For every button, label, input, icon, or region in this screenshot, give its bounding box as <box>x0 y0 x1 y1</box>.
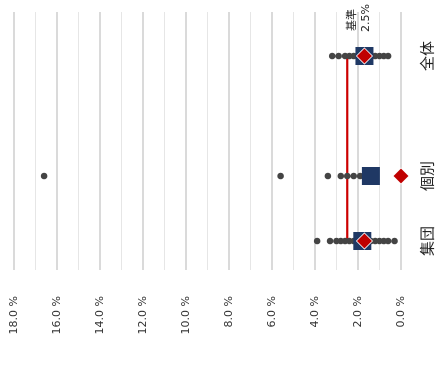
data-point <box>326 237 334 245</box>
tick-label: 4.0 % <box>308 296 321 327</box>
data-point <box>350 172 358 180</box>
data-point <box>337 172 345 180</box>
data-point <box>384 237 392 245</box>
tick-label: 16.0 % <box>50 296 63 334</box>
category-label: 全体 <box>419 41 437 71</box>
diamond-marker <box>355 47 374 65</box>
data-point <box>277 172 284 180</box>
category-label: 個別 <box>419 161 437 191</box>
data-point <box>335 52 342 60</box>
data-point <box>343 172 351 180</box>
data-point <box>324 172 332 180</box>
label-layer: 0.0 % 2.0 % 4.0 % 6.0 % 8.0 % 10.0 % 12.0 % 14.… <box>7 4 437 334</box>
grid-layer <box>13 12 402 270</box>
reference-value-label: 2.5% <box>359 4 372 32</box>
data-point <box>356 172 364 180</box>
diamond-marker <box>392 167 410 185</box>
data-point <box>391 237 398 245</box>
tick-label: 6.0 % <box>265 296 278 327</box>
data-point <box>40 172 48 180</box>
data-point <box>384 52 392 60</box>
tick-label: 0.0 % <box>394 296 407 327</box>
tick-label: 14.0 % <box>93 296 106 334</box>
tick-label: 18.0 % <box>7 296 20 334</box>
data-point <box>328 52 336 60</box>
marks-layer <box>40 47 410 250</box>
tick-label: 8.0 % <box>222 296 235 327</box>
tick-label: 10.0 % <box>179 296 192 334</box>
square-marker <box>361 167 380 185</box>
tick-label: 2.0 % <box>351 296 364 327</box>
reference-label: 基準 <box>344 9 358 31</box>
category-label: 集団 <box>419 226 437 256</box>
tick-label: 12.0 % <box>136 296 149 334</box>
diamond-marker <box>355 232 374 250</box>
data-point <box>313 237 321 245</box>
